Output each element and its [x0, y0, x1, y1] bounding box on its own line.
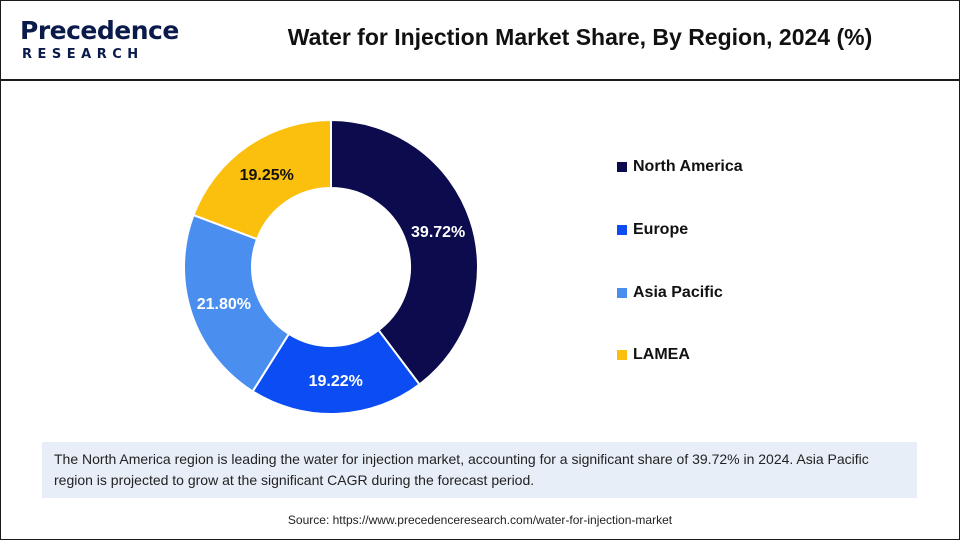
- legend-label: Europe: [633, 221, 689, 238]
- donut-chart: 39.72% 19.22% 21.80% 19.25%: [183, 118, 479, 415]
- legend-swatch: [617, 350, 627, 360]
- legend-label: LAMEA: [633, 346, 690, 363]
- legend-swatch: [617, 288, 627, 298]
- donut-slice-europe: [251, 328, 421, 415]
- source-citation: Source: https://www.precedenceresearch.c…: [287, 513, 673, 527]
- legend-label: Asia Pacific: [633, 284, 723, 301]
- data-label-lamea: 19.25%: [240, 167, 294, 184]
- logo-wordmark: Precedence: [20, 16, 179, 45]
- data-label-europe: 19.22%: [309, 373, 363, 390]
- summary-note: The North America region is leading the …: [42, 442, 917, 498]
- legend-swatch: [617, 225, 627, 235]
- header: Precedence RESEARCH Water for Injection …: [0, 0, 960, 81]
- logo-subtitle: RESEARCH: [22, 47, 144, 62]
- chart-title: Water for Injection Market Share, By Reg…: [287, 24, 873, 50]
- legend-swatch: [617, 162, 627, 172]
- donut-slice-north-america: [330, 118, 479, 386]
- data-label-asia-pacific: 21.80%: [197, 296, 251, 313]
- brand-logo: Precedence RESEARCH: [14, 16, 179, 64]
- donut-slice-lamea: [192, 118, 332, 241]
- donut-slice-asia-pacific: [183, 213, 291, 393]
- data-label-north-america: 39.72%: [411, 224, 465, 241]
- legend-label: North America: [633, 158, 743, 175]
